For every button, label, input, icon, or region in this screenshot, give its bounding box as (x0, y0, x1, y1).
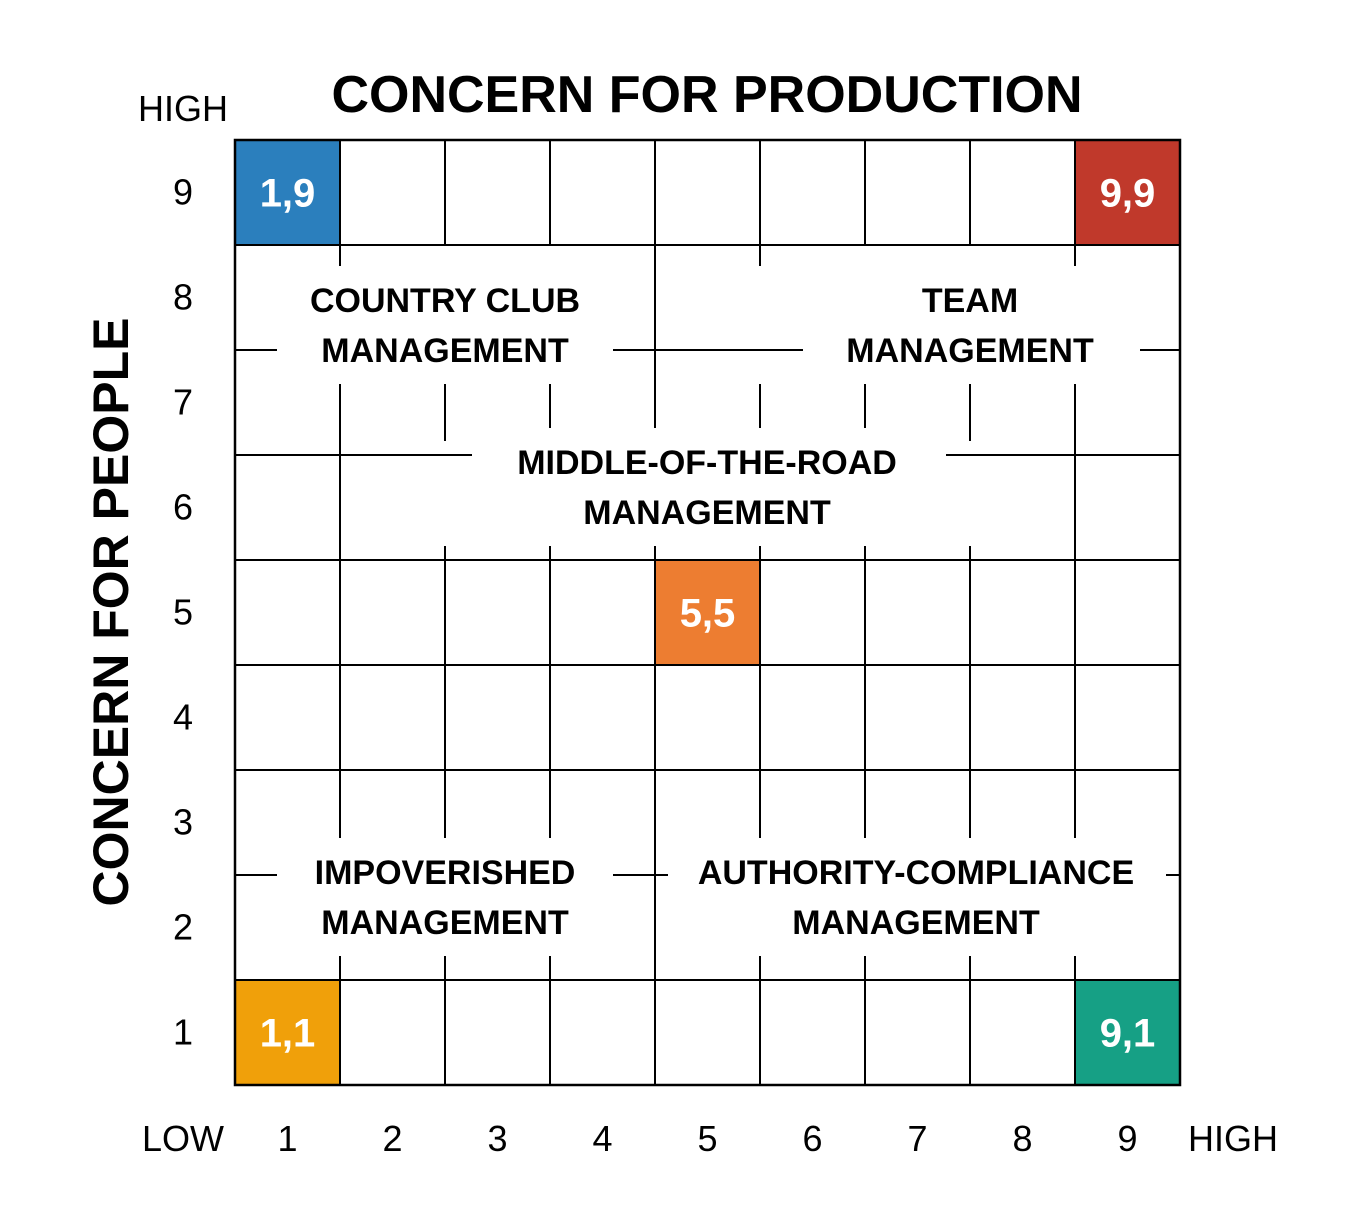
x-axis-high-label: HIGH (1188, 1118, 1278, 1159)
impoverished-line2: MANAGEMENT (321, 904, 569, 942)
y-tick-1: 1 (173, 1012, 193, 1053)
cell-9-9 (1075, 140, 1180, 245)
grid-lines (235, 140, 1180, 1085)
x-tick-2: 2 (382, 1118, 402, 1159)
x-tick-1: 1 (277, 1118, 297, 1159)
middle-line2: MANAGEMENT (583, 494, 831, 532)
cell-label-9-9: 9,9 (1100, 172, 1156, 216)
y-tick-9: 9 (173, 172, 193, 213)
y-axis-title: CONCERN FOR PEOPLE (83, 318, 139, 907)
country-club-management-label: COUNTRY CLUB MANAGEMENT (310, 282, 580, 370)
cell-9-1 (1075, 980, 1180, 1085)
y-tick-3: 3 (173, 802, 193, 843)
x-axis-low-label: LOW (142, 1118, 224, 1159)
x-tick-9: 9 (1117, 1118, 1137, 1159)
y-tick-6: 6 (173, 487, 193, 528)
impoverished-line1: IMPOVERISHED (315, 854, 576, 892)
team-management-label: TEAM MANAGEMENT (846, 282, 1094, 370)
chart-title: CONCERN FOR PRODUCTION (331, 66, 1082, 124)
y-tick-2: 2 (173, 907, 193, 948)
x-tick-5: 5 (697, 1118, 717, 1159)
team-line2: MANAGEMENT (846, 332, 1094, 370)
cell-5-5 (655, 560, 760, 665)
cell-1-1 (235, 980, 340, 1085)
team-line1: TEAM (922, 282, 1018, 320)
authority-compliance-management-label: AUTHORITY-COMPLIANCE MANAGEMENT (698, 854, 1134, 942)
cell-label-9-1: 9,1 (1100, 1012, 1156, 1056)
x-tick-3: 3 (487, 1118, 507, 1159)
highlight-cells (235, 140, 1180, 1085)
x-tick-4: 4 (592, 1118, 612, 1159)
y-tick-7: 7 (173, 382, 193, 423)
authority-line1: AUTHORITY-COMPLIANCE (698, 854, 1134, 892)
middle-line1: MIDDLE-OF-THE-ROAD (517, 444, 897, 482)
y-axis-ticks: 9 8 7 6 5 4 3 2 1 (173, 172, 193, 1053)
highlight-cell-labels: 1,9 9,9 5,5 1,1 9,1 (260, 172, 1156, 1056)
y-tick-8: 8 (173, 277, 193, 318)
authority-line2: MANAGEMENT (792, 904, 1040, 942)
cell-1-9 (235, 140, 340, 245)
y-tick-5: 5 (173, 592, 193, 633)
grid-border (233, 138, 1182, 1087)
middle-of-the-road-management-label: MIDDLE-OF-THE-ROAD MANAGEMENT (517, 444, 897, 532)
impoverished-management-label: IMPOVERISHED MANAGEMENT (315, 854, 576, 942)
y-axis-high-label: HIGH (138, 88, 228, 129)
cell-label-5-5: 5,5 (680, 592, 736, 636)
x-axis-ticks: 1 2 3 4 5 6 7 8 9 (277, 1118, 1137, 1159)
country-club-line2: MANAGEMENT (321, 332, 569, 370)
country-club-line1: COUNTRY CLUB (310, 282, 580, 320)
y-tick-4: 4 (173, 697, 193, 738)
cell-label-1-9: 1,9 (260, 172, 316, 216)
cell-label-1-1: 1,1 (260, 1012, 316, 1056)
x-tick-6: 6 (802, 1118, 822, 1159)
x-tick-8: 8 (1012, 1118, 1032, 1159)
x-tick-7: 7 (907, 1118, 927, 1159)
